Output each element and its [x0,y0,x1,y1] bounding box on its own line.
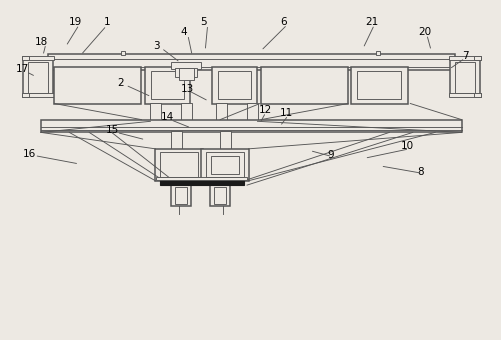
Bar [218,71,250,100]
Bar [171,184,191,206]
Bar [120,51,124,55]
Bar [201,149,248,181]
Bar [261,67,347,103]
Bar [175,68,197,76]
Bar [449,58,479,96]
Bar [473,93,480,97]
Bar [54,67,141,103]
Bar [48,54,454,70]
Bar [155,149,202,181]
Bar [220,131,230,150]
Bar [181,103,192,121]
Text: 14: 14 [160,112,174,122]
Bar [376,51,380,55]
Text: 9: 9 [327,150,333,160]
Text: 20: 20 [418,27,431,37]
Text: 10: 10 [400,141,413,152]
Text: 1: 1 [103,17,110,27]
Text: 21: 21 [364,17,377,27]
Bar [22,56,29,60]
Bar [23,58,53,96]
Bar [473,56,480,60]
Bar [41,120,460,132]
Bar [350,67,407,103]
Bar [150,103,161,121]
Bar [156,177,246,180]
Text: 19: 19 [69,17,82,27]
Bar [210,184,229,206]
Text: 3: 3 [153,41,159,51]
Bar [178,68,193,80]
Text: 13: 13 [180,84,193,94]
Bar [246,103,258,121]
Text: 15: 15 [106,125,119,135]
Text: 17: 17 [16,64,29,74]
Text: 16: 16 [23,149,36,159]
Bar [22,93,29,97]
Bar [145,67,190,103]
Text: 7: 7 [461,51,467,61]
Bar [151,71,183,100]
Bar [216,103,226,121]
Text: 6: 6 [280,17,286,27]
Bar [171,131,182,150]
Bar [356,71,400,100]
Bar [160,179,243,185]
Bar [212,67,257,103]
Bar [206,152,243,177]
Bar [214,187,225,204]
Bar [175,187,187,204]
Text: 18: 18 [35,37,49,47]
Bar [22,56,54,60]
Text: 12: 12 [258,105,271,115]
Bar [454,62,474,93]
Bar [448,56,480,60]
Bar [448,93,480,97]
Text: 5: 5 [200,17,206,27]
Text: 8: 8 [416,167,423,177]
Bar [22,93,54,97]
Bar [171,62,201,69]
Text: 4: 4 [180,27,187,37]
Bar [160,152,197,177]
Bar [211,156,238,174]
Text: 2: 2 [117,78,124,88]
Bar [28,62,48,93]
Text: 11: 11 [280,108,293,118]
